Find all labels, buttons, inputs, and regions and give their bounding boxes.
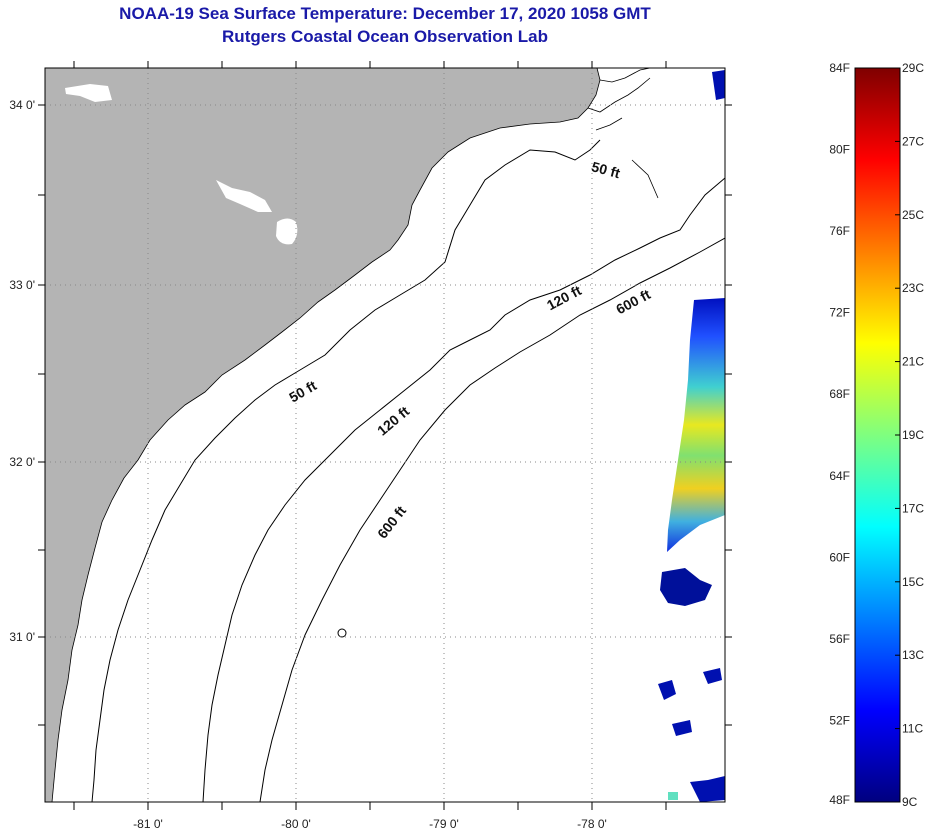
- fahrenheit-label: 72F: [829, 306, 850, 320]
- colorbar-scale: [854, 67, 901, 803]
- fahrenheit-label: 60F: [829, 550, 850, 564]
- longitude-label: -78 0': [577, 817, 607, 831]
- celsius-labels: 29C 27C 25C 23C 21C 19C 17C 15C 13C 11C 9C: [902, 61, 924, 809]
- fahrenheit-label: 84F: [829, 61, 850, 75]
- fahrenheit-label: 64F: [829, 469, 850, 483]
- celsius-label: 11C: [902, 722, 923, 736]
- latitude-label: 32 0': [9, 455, 35, 469]
- fahrenheit-label: 52F: [829, 713, 850, 727]
- colorbar-ticks: [895, 67, 900, 803]
- contour-600ft: [259, 237, 725, 802]
- sst-blob: [703, 668, 722, 684]
- celsius-label: 27C: [902, 134, 924, 148]
- contour-120ft: [202, 177, 725, 802]
- longitude-label: -80 0': [281, 817, 311, 831]
- latitude-label: 34 0': [9, 98, 35, 112]
- coastline-detail: [587, 68, 659, 199]
- map-ticks: [38, 61, 732, 810]
- celsius-label: 23C: [902, 281, 924, 295]
- longitude-label: -79 0': [429, 817, 459, 831]
- fahrenheit-label: 68F: [829, 387, 850, 401]
- contour-seamount: [337, 628, 347, 638]
- inland-lake: [216, 180, 272, 212]
- fahrenheit-label: 80F: [829, 143, 850, 157]
- sst-blob: [712, 70, 725, 100]
- sst-blob: [660, 568, 712, 606]
- map-title: NOAA-19 Sea Surface Temperature: Decembe…: [119, 4, 651, 23]
- sst-blob: [668, 792, 678, 800]
- graticule: [45, 68, 725, 802]
- map-area: [45, 68, 725, 802]
- fahrenheit-label: 56F: [829, 632, 850, 646]
- fahrenheit-label: 76F: [829, 224, 850, 238]
- inland-lake: [65, 84, 112, 102]
- sst-blob: [672, 720, 692, 736]
- celsius-label: 9C: [902, 795, 918, 809]
- celsius-label: 13C: [902, 648, 924, 662]
- celsius-label: 17C: [902, 501, 924, 515]
- sst-swath: [667, 298, 725, 552]
- longitude-label: -81 0': [133, 817, 163, 831]
- inland-lake: [276, 218, 298, 245]
- celsius-label: 19C: [902, 428, 924, 442]
- latitude-label: 31 0': [9, 630, 35, 644]
- sst-blob: [690, 776, 725, 802]
- contour-label-50ft: 50 ft: [590, 158, 622, 181]
- celsius-label: 15C: [902, 575, 924, 589]
- fahrenheit-labels: 84F 80F 76F 72F 68F 64F 60F 56F 52F 48F: [829, 61, 850, 807]
- map-subtitle: Rutgers Coastal Ocean Observation Lab: [222, 27, 548, 46]
- map-frame: [44, 67, 726, 803]
- contour-50ft: [91, 139, 601, 802]
- celsius-label: 25C: [902, 208, 924, 222]
- celsius-label: 21C: [902, 355, 924, 369]
- sst-blob: [658, 680, 676, 700]
- celsius-label: 29C: [902, 61, 924, 75]
- fahrenheit-label: 48F: [829, 793, 850, 807]
- latitude-label: 33 0': [9, 278, 35, 292]
